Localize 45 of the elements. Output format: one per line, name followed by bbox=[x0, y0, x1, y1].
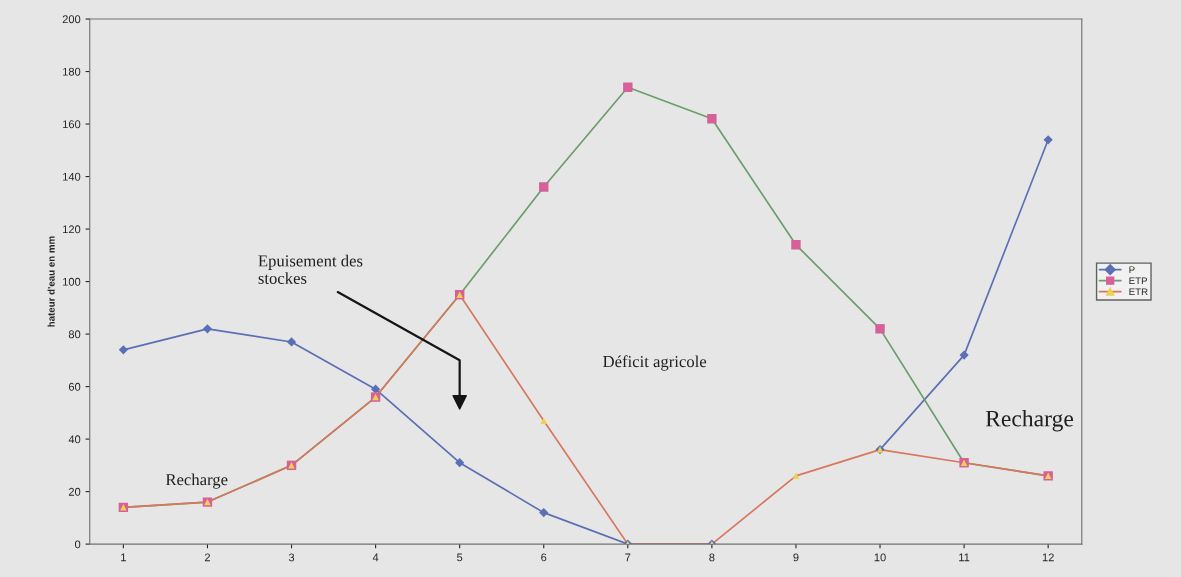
annotation: Déficit agricole bbox=[603, 355, 707, 371]
legend-label: ETP bbox=[1129, 277, 1148, 285]
y-tick-label: 160 bbox=[63, 120, 81, 129]
x-tick-label: 6 bbox=[541, 553, 547, 562]
y-tick-label: 60 bbox=[68, 382, 81, 391]
point bbox=[455, 458, 465, 468]
y-tick-label: 120 bbox=[63, 225, 81, 234]
y-tick-label: 200 bbox=[62, 15, 81, 24]
x-tick-label: 7 bbox=[625, 553, 631, 562]
x-tick-label: 8 bbox=[709, 553, 715, 562]
x-tick-label: 2 bbox=[204, 553, 210, 562]
point bbox=[875, 324, 885, 334]
point bbox=[540, 417, 547, 424]
point bbox=[118, 345, 128, 355]
legend-label: P bbox=[1129, 266, 1135, 274]
y-tick-label: 140 bbox=[63, 172, 81, 181]
x-tick-label: 12 bbox=[1042, 553, 1054, 562]
annotation: Recharge bbox=[165, 473, 228, 489]
x-tick-label: 5 bbox=[457, 553, 463, 562]
point bbox=[202, 324, 213, 334]
y-tick-label: 20 bbox=[68, 487, 81, 496]
point bbox=[539, 508, 549, 518]
x-tick-label: 3 bbox=[288, 553, 295, 562]
point bbox=[792, 472, 800, 480]
y-tick-label: 100 bbox=[63, 277, 81, 286]
x-tick-label: 10 bbox=[874, 553, 886, 562]
x-tick-label: 1 bbox=[121, 553, 126, 562]
annotation: Epuisement des stockes bbox=[258, 254, 363, 284]
y-tick-label: 80 bbox=[68, 330, 81, 339]
point bbox=[539, 182, 549, 192]
point bbox=[707, 114, 717, 124]
point bbox=[791, 240, 801, 250]
point bbox=[286, 337, 297, 347]
y-tick-label: 0 bbox=[74, 540, 81, 549]
x-tick-label: 11 bbox=[959, 553, 970, 562]
annotation: Recharge bbox=[985, 409, 1074, 432]
y-axis-title: hateur d'eau en mm bbox=[47, 236, 55, 327]
point bbox=[1043, 135, 1053, 145]
y-tick-label: 40 bbox=[68, 435, 81, 444]
x-tick-label: 4 bbox=[372, 553, 379, 562]
legend-label: ETR bbox=[1129, 288, 1148, 296]
point bbox=[959, 350, 969, 360]
point bbox=[623, 82, 633, 93]
y-tick-label: 180 bbox=[63, 67, 81, 76]
x-tick-label: 9 bbox=[793, 553, 799, 562]
